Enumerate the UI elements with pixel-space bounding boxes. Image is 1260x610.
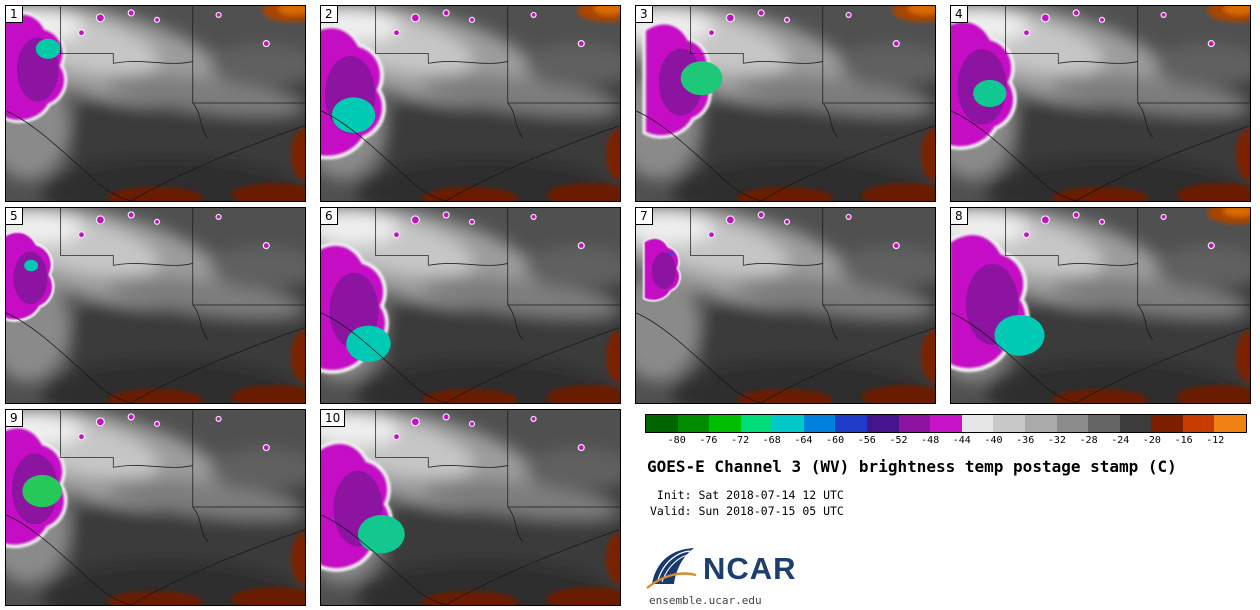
colorbar-segment bbox=[961, 415, 994, 432]
colorbar-segment bbox=[803, 415, 836, 432]
colorbar-segment bbox=[772, 415, 804, 432]
wv-map bbox=[321, 6, 620, 201]
colorbar-segment bbox=[898, 415, 931, 432]
init-time-label: Init: Sat 2018-07-14 12 UTC bbox=[650, 488, 844, 502]
chart-title: GOES-E Channel 3 (WV) brightness temp po… bbox=[647, 457, 1177, 476]
wv-map bbox=[321, 208, 620, 403]
panel-number-label: 9 bbox=[6, 410, 23, 427]
ncar-wordmark: NCAR bbox=[703, 551, 797, 586]
colorbar-tick-labels: -80 -76 -72 -68 -64 -60 -56 -52 -48 -44 -40 -36 -32 -… bbox=[645, 435, 1247, 448]
wv-map bbox=[321, 410, 620, 605]
footer-url: ensemble.ucar.edu bbox=[649, 594, 762, 607]
wv-map bbox=[636, 6, 935, 201]
wv-map bbox=[951, 208, 1250, 403]
colorbar-tick-label: -72 bbox=[731, 435, 750, 446]
ensemble-panel-8: 8 bbox=[950, 207, 1251, 404]
ensemble-panel-1: 1 bbox=[5, 5, 306, 202]
colorbar-segment bbox=[835, 415, 868, 432]
colorbar-tick-label: -36 bbox=[1016, 435, 1035, 446]
colorbar-tick-label: -48 bbox=[921, 435, 940, 446]
colorbar bbox=[645, 414, 1247, 433]
ensemble-panel-9: 9 bbox=[5, 409, 306, 606]
colorbar-tick-label: -24 bbox=[1111, 435, 1130, 446]
colorbar-segment bbox=[867, 415, 899, 432]
colorbar-segment bbox=[1119, 415, 1152, 432]
colorbar-segment bbox=[677, 415, 710, 432]
colorbar-tick-label: -60 bbox=[826, 435, 845, 446]
panel-number-label: 6 bbox=[321, 208, 338, 225]
colorbar-tick-label: -16 bbox=[1174, 435, 1193, 446]
colorbar-segment bbox=[709, 415, 741, 432]
panel-number-label: 5 bbox=[6, 208, 23, 225]
ensemble-panel-5: 5 bbox=[5, 207, 306, 404]
colorbar-tick-label: -12 bbox=[1206, 435, 1225, 446]
colorbar-segment bbox=[993, 415, 1025, 432]
colorbar-segment bbox=[1151, 415, 1183, 432]
colorbar-tick-label: -76 bbox=[699, 435, 718, 446]
colorbar-tick-label: -64 bbox=[794, 435, 813, 446]
colorbar-segment bbox=[1088, 415, 1120, 432]
panel-number-label: 2 bbox=[321, 6, 338, 23]
ncar-logo: NCAR bbox=[645, 543, 797, 595]
panel-number-label: 1 bbox=[6, 6, 23, 23]
wv-map bbox=[951, 6, 1250, 201]
wv-map bbox=[6, 6, 305, 201]
ensemble-panel-10: 10 bbox=[320, 409, 621, 606]
colorbar-tick-label: -20 bbox=[1142, 435, 1161, 446]
colorbar-tick-label: -44 bbox=[952, 435, 971, 446]
wv-map bbox=[6, 410, 305, 605]
colorbar-tick-label: -32 bbox=[1047, 435, 1066, 446]
ensemble-panel-4: 4 bbox=[950, 5, 1251, 202]
colorbar-segment bbox=[740, 415, 773, 432]
colorbar-tick-label: -80 bbox=[667, 435, 686, 446]
wv-map bbox=[6, 208, 305, 403]
panel-number-label: 7 bbox=[636, 208, 653, 225]
colorbar-tick-label: -56 bbox=[857, 435, 876, 446]
ensemble-panel-2: 2 bbox=[320, 5, 621, 202]
colorbar-segment bbox=[930, 415, 962, 432]
colorbar-tick-label: -28 bbox=[1079, 435, 1098, 446]
ensemble-panel-6: 6 bbox=[320, 207, 621, 404]
ensemble-panel-7: 7 bbox=[635, 207, 936, 404]
colorbar-segment bbox=[1056, 415, 1089, 432]
wv-map bbox=[636, 208, 935, 403]
panel-number-label: 10 bbox=[321, 410, 346, 427]
panel-number-label: 4 bbox=[951, 6, 968, 23]
colorbar-tick-label: -40 bbox=[984, 435, 1003, 446]
panel-number-label: 8 bbox=[951, 208, 968, 225]
colorbar-segment bbox=[1182, 415, 1215, 432]
colorbar-segment bbox=[1024, 415, 1057, 432]
ncar-logo-icon bbox=[645, 543, 699, 595]
ensemble-panel-3: 3 bbox=[635, 5, 936, 202]
colorbar-segment bbox=[1214, 415, 1246, 432]
valid-time-label: Valid: Sun 2018-07-15 05 UTC bbox=[650, 504, 844, 518]
panel-number-label: 3 bbox=[636, 6, 653, 23]
colorbar-tick-label: -68 bbox=[762, 435, 781, 446]
colorbar-tick-label: -52 bbox=[889, 435, 908, 446]
colorbar-segment bbox=[646, 415, 678, 432]
